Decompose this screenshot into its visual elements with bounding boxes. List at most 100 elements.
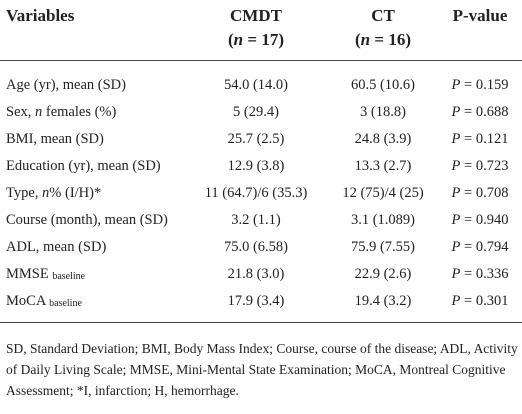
table-cell: 60.5 (10.6): [351, 76, 415, 94]
text-segment: % (I/H)*: [49, 185, 102, 201]
text-segment: Course (month), mean (SD): [6, 212, 168, 228]
text-segment: = 0.794: [460, 239, 509, 255]
text-segment: 22.9 (2.6): [354, 266, 412, 282]
text-segment: Variables: [6, 6, 75, 25]
table-cell: ADL, mean (SD): [6, 238, 106, 256]
header-line: (n = 16): [355, 28, 411, 52]
table-cell: P = 0.940: [452, 211, 509, 229]
text-segment: = 0.723: [460, 158, 509, 174]
text-segment: CMDT: [230, 6, 282, 25]
text-segment: n: [42, 185, 50, 201]
header-line: (n = 17): [228, 28, 284, 52]
text-segment: = 0.708: [460, 185, 509, 201]
text-segment: MoCA: [6, 293, 50, 309]
table-cell: 3 (18.8): [360, 103, 406, 121]
table-cell: P = 0.723: [452, 157, 509, 175]
text-segment: n: [360, 30, 371, 49]
table-cell: 12.9 (3.8): [228, 157, 285, 175]
header-cell: Variables: [6, 4, 74, 28]
text-segment: BMI, mean (SD): [6, 131, 104, 147]
text-segment: Type,: [6, 185, 43, 201]
header-cell: P-value: [453, 4, 508, 28]
text-segment: 13.3 (2.7): [354, 158, 412, 174]
header-line: P-value: [453, 4, 508, 28]
table-cell: P = 0.794: [452, 238, 509, 256]
text-segment: P: [451, 239, 461, 255]
table-cell: MoCA baseline: [6, 292, 82, 313]
text-segment: = 0.121: [460, 131, 509, 147]
table-cell: Course (month), mean (SD): [6, 211, 168, 229]
text-segment: 5 (29.4): [233, 104, 279, 120]
table-cell: 21.8 (3.0): [228, 265, 285, 283]
table-cell: Education (yr), mean (SD): [6, 157, 161, 175]
text-segment: 11 (64.7)/6 (35.3): [204, 185, 308, 201]
text-segment: 17.9 (3.4): [227, 293, 285, 309]
text-segment: P: [451, 158, 461, 174]
table-cell: Type, n% (I/H)*: [6, 184, 101, 202]
header-line: Variables: [6, 4, 74, 28]
text-segment: = 0.940: [460, 212, 509, 228]
table-cell: 3.1 (1.089): [351, 211, 415, 229]
bottom-rule: [0, 322, 522, 323]
text-segment: 12.9 (3.8): [227, 158, 285, 174]
text-segment: 75.9 (7.55): [350, 239, 416, 255]
table-cell: 17.9 (3.4): [228, 292, 285, 310]
text-segment: 25.7 (2.5): [227, 131, 285, 147]
table-cell: P = 0.708: [452, 184, 509, 202]
text-segment: females (%): [42, 104, 117, 120]
text-segment: P: [451, 104, 461, 120]
text-segment: = 17): [243, 30, 284, 49]
table-cell: 54.0 (14.0): [224, 76, 288, 94]
text-segment: baseline: [49, 298, 82, 309]
header-cell: CMDT (n = 17): [228, 4, 284, 52]
text-segment: = 0.159: [460, 77, 509, 93]
text-segment: P: [451, 185, 461, 201]
text-segment: 54.0 (14.0): [223, 77, 289, 93]
table-cell: MMSE baseline: [6, 265, 85, 286]
text-segment: 60.5 (10.6): [350, 77, 416, 93]
text-segment: P: [451, 131, 461, 147]
text-segment: Education (yr), mean (SD): [6, 158, 161, 174]
table-cell: 22.9 (2.6): [355, 265, 412, 283]
text-segment: = 0.336: [460, 266, 509, 282]
text-segment: 21.8 (3.0): [227, 266, 285, 282]
table-cell: P = 0.301: [452, 292, 509, 310]
text-segment: = 0.688: [460, 104, 509, 120]
text-segment: P: [451, 212, 461, 228]
header-line: CT: [355, 4, 411, 28]
header-cell: CT (n = 16): [355, 4, 411, 52]
text-segment: n: [35, 104, 43, 120]
table-cell: 75.0 (6.58): [224, 238, 288, 256]
text-segment: 3.1 (1.089): [350, 212, 416, 228]
header-rule: [0, 60, 522, 61]
text-segment: (: [355, 30, 361, 49]
text-segment: ADL, mean (SD): [6, 239, 107, 255]
text-segment: = 16): [370, 30, 411, 49]
table-cell: BMI, mean (SD): [6, 130, 104, 148]
text-segment: 75.0 (6.58): [223, 239, 289, 255]
text-segment: 3.2 (1.1): [231, 212, 281, 228]
table-cell: 24.8 (3.9): [355, 130, 412, 148]
text-segment: (: [228, 30, 234, 49]
text-segment: 19.4 (3.2): [354, 293, 412, 309]
table-cell: 19.4 (3.2): [355, 292, 412, 310]
text-segment: Age (yr), mean (SD): [6, 77, 126, 93]
table-cell: 11 (64.7)/6 (35.3): [205, 184, 308, 202]
text-segment: 12 (75)/4 (25): [342, 185, 424, 201]
table-cell: P = 0.336: [452, 265, 509, 283]
footnote: SD, Standard Deviation; BMI, Body Mass I…: [6, 341, 518, 398]
text-segment: MMSE: [6, 266, 53, 282]
table-cell: Sex, n females (%): [6, 103, 116, 121]
table-cell: P = 0.688: [452, 103, 509, 121]
table-cell: 5 (29.4): [233, 103, 279, 121]
table-cell: P = 0.121: [452, 130, 509, 148]
text-segment: P: [451, 293, 461, 309]
table-cell: 75.9 (7.55): [351, 238, 415, 256]
table-cell: Age (yr), mean (SD): [6, 76, 126, 94]
text-segment: Sex,: [6, 104, 35, 120]
text-segment: P: [451, 77, 461, 93]
text-segment: P-value: [452, 6, 508, 25]
text-segment: baseline: [52, 271, 86, 282]
text-segment: P: [451, 266, 461, 282]
